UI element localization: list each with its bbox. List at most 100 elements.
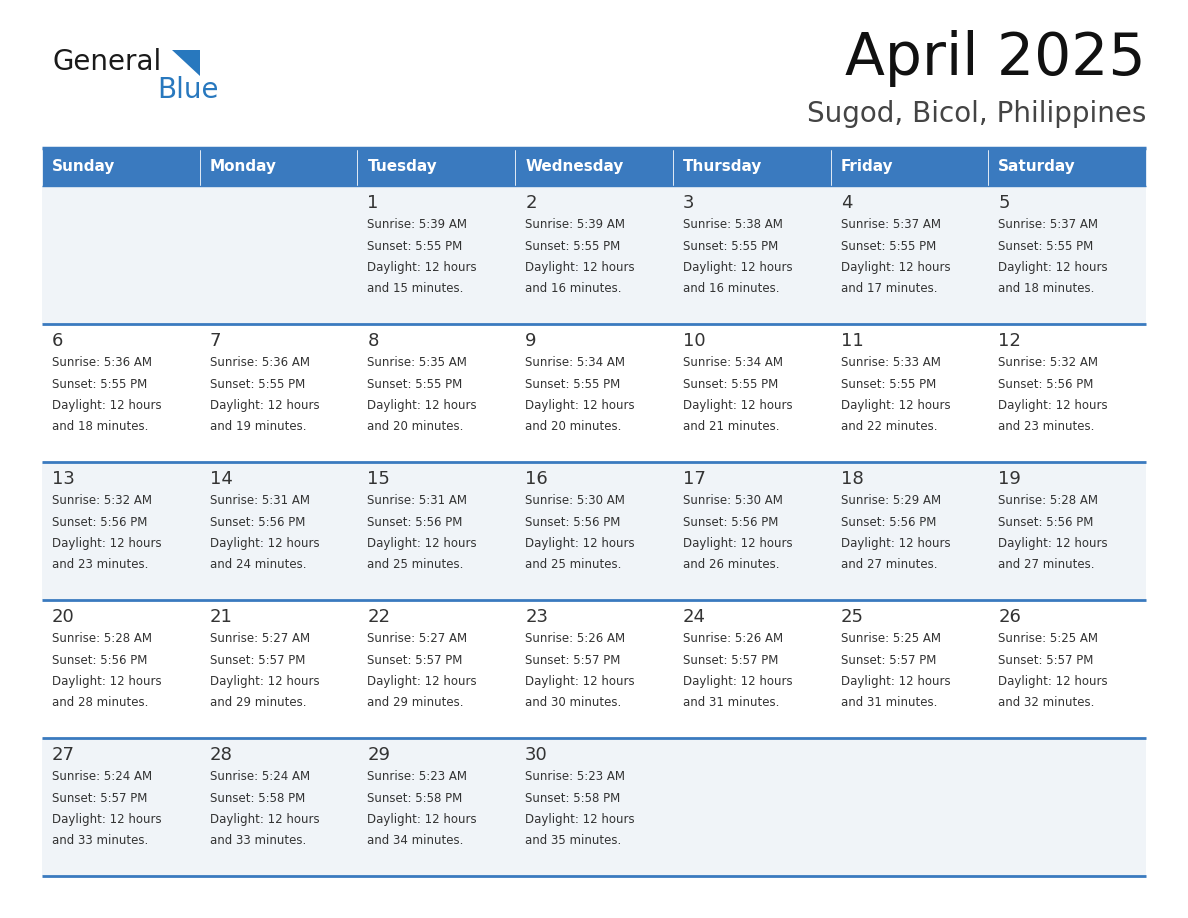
Text: 10: 10 — [683, 332, 706, 350]
Text: and 15 minutes.: and 15 minutes. — [367, 283, 463, 296]
Text: Sunset: 5:57 PM: Sunset: 5:57 PM — [52, 791, 147, 804]
Text: Daylight: 12 hours: Daylight: 12 hours — [210, 537, 320, 550]
Text: 7: 7 — [210, 332, 221, 350]
Text: Daylight: 12 hours: Daylight: 12 hours — [367, 675, 478, 688]
Text: 27: 27 — [52, 746, 75, 764]
Text: and 20 minutes.: and 20 minutes. — [367, 420, 463, 433]
Bar — [358, 148, 516, 186]
Text: Monday: Monday — [210, 160, 277, 174]
Bar — [830, 148, 988, 186]
Text: Daylight: 12 hours: Daylight: 12 hours — [998, 675, 1108, 688]
Text: Sunrise: 5:38 AM: Sunrise: 5:38 AM — [683, 218, 783, 231]
Text: Sunset: 5:56 PM: Sunset: 5:56 PM — [998, 516, 1094, 529]
Text: 25: 25 — [841, 608, 864, 626]
Text: 3: 3 — [683, 194, 694, 212]
Text: Sunset: 5:56 PM: Sunset: 5:56 PM — [998, 377, 1094, 390]
Text: 1: 1 — [367, 194, 379, 212]
Text: and 16 minutes.: and 16 minutes. — [525, 283, 621, 296]
Bar — [42, 324, 1146, 462]
Bar — [200, 148, 358, 186]
Bar — [42, 186, 1146, 324]
Text: Sunset: 5:56 PM: Sunset: 5:56 PM — [683, 516, 778, 529]
Text: Daylight: 12 hours: Daylight: 12 hours — [367, 399, 478, 412]
Text: Daylight: 12 hours: Daylight: 12 hours — [52, 537, 162, 550]
Text: and 31 minutes.: and 31 minutes. — [841, 697, 937, 710]
Text: Sunset: 5:57 PM: Sunset: 5:57 PM — [683, 654, 778, 666]
Text: Sunset: 5:56 PM: Sunset: 5:56 PM — [367, 516, 463, 529]
Text: Sunset: 5:58 PM: Sunset: 5:58 PM — [210, 791, 305, 804]
Bar — [42, 462, 1146, 600]
Text: Sunrise: 5:26 AM: Sunrise: 5:26 AM — [525, 632, 625, 645]
Text: Sunset: 5:58 PM: Sunset: 5:58 PM — [367, 791, 462, 804]
Text: and 20 minutes.: and 20 minutes. — [525, 420, 621, 433]
Text: Sunset: 5:57 PM: Sunset: 5:57 PM — [841, 654, 936, 666]
Text: Daylight: 12 hours: Daylight: 12 hours — [525, 813, 634, 826]
Text: and 25 minutes.: and 25 minutes. — [367, 558, 463, 572]
Text: Sunset: 5:57 PM: Sunset: 5:57 PM — [998, 654, 1094, 666]
Text: Sunrise: 5:37 AM: Sunrise: 5:37 AM — [998, 218, 1098, 231]
Text: Friday: Friday — [841, 160, 893, 174]
Text: Wednesday: Wednesday — [525, 160, 624, 174]
Text: Sunrise: 5:35 AM: Sunrise: 5:35 AM — [367, 356, 467, 369]
Text: Sunset: 5:55 PM: Sunset: 5:55 PM — [52, 377, 147, 390]
Text: 9: 9 — [525, 332, 537, 350]
Text: 19: 19 — [998, 470, 1022, 488]
Text: and 17 minutes.: and 17 minutes. — [841, 283, 937, 296]
Text: April 2025: April 2025 — [846, 30, 1146, 87]
Text: Daylight: 12 hours: Daylight: 12 hours — [683, 261, 792, 274]
Text: Sunrise: 5:23 AM: Sunrise: 5:23 AM — [525, 770, 625, 783]
Text: Daylight: 12 hours: Daylight: 12 hours — [367, 537, 478, 550]
Text: Sunrise: 5:25 AM: Sunrise: 5:25 AM — [998, 632, 1098, 645]
Text: Daylight: 12 hours: Daylight: 12 hours — [525, 537, 634, 550]
Text: and 24 minutes.: and 24 minutes. — [210, 558, 307, 572]
Text: Daylight: 12 hours: Daylight: 12 hours — [841, 537, 950, 550]
Text: Sunset: 5:56 PM: Sunset: 5:56 PM — [525, 516, 620, 529]
Text: Sunset: 5:55 PM: Sunset: 5:55 PM — [683, 240, 778, 252]
Text: 21: 21 — [210, 608, 233, 626]
Text: Sunset: 5:55 PM: Sunset: 5:55 PM — [998, 240, 1093, 252]
Text: 2: 2 — [525, 194, 537, 212]
Text: Daylight: 12 hours: Daylight: 12 hours — [52, 675, 162, 688]
Text: Sugod, Bicol, Philippines: Sugod, Bicol, Philippines — [807, 100, 1146, 128]
Text: Daylight: 12 hours: Daylight: 12 hours — [841, 261, 950, 274]
Text: and 33 minutes.: and 33 minutes. — [210, 834, 307, 847]
Text: Daylight: 12 hours: Daylight: 12 hours — [841, 675, 950, 688]
Text: Sunrise: 5:30 AM: Sunrise: 5:30 AM — [525, 494, 625, 507]
Text: and 34 minutes.: and 34 minutes. — [367, 834, 463, 847]
Text: 14: 14 — [210, 470, 233, 488]
Text: Sunset: 5:58 PM: Sunset: 5:58 PM — [525, 791, 620, 804]
Text: Thursday: Thursday — [683, 160, 763, 174]
Text: Daylight: 12 hours: Daylight: 12 hours — [998, 399, 1108, 412]
Text: and 32 minutes.: and 32 minutes. — [998, 697, 1094, 710]
Text: 17: 17 — [683, 470, 706, 488]
Text: Daylight: 12 hours: Daylight: 12 hours — [525, 399, 634, 412]
Bar — [988, 148, 1146, 186]
Text: Daylight: 12 hours: Daylight: 12 hours — [210, 813, 320, 826]
Text: and 33 minutes.: and 33 minutes. — [52, 834, 148, 847]
Text: Sunset: 5:57 PM: Sunset: 5:57 PM — [367, 654, 463, 666]
Text: and 19 minutes.: and 19 minutes. — [210, 420, 307, 433]
Text: Sunrise: 5:39 AM: Sunrise: 5:39 AM — [525, 218, 625, 231]
Text: and 21 minutes.: and 21 minutes. — [683, 420, 779, 433]
Text: and 26 minutes.: and 26 minutes. — [683, 558, 779, 572]
Text: 18: 18 — [841, 470, 864, 488]
Text: Sunrise: 5:32 AM: Sunrise: 5:32 AM — [998, 356, 1098, 369]
Text: Sunrise: 5:27 AM: Sunrise: 5:27 AM — [367, 632, 468, 645]
Text: 15: 15 — [367, 470, 391, 488]
Text: and 27 minutes.: and 27 minutes. — [841, 558, 937, 572]
Text: 13: 13 — [52, 470, 75, 488]
Text: 12: 12 — [998, 332, 1022, 350]
Text: Sunset: 5:57 PM: Sunset: 5:57 PM — [525, 654, 620, 666]
Text: 22: 22 — [367, 608, 391, 626]
Text: Daylight: 12 hours: Daylight: 12 hours — [998, 537, 1108, 550]
Text: Sunrise: 5:33 AM: Sunrise: 5:33 AM — [841, 356, 941, 369]
Text: Daylight: 12 hours: Daylight: 12 hours — [52, 813, 162, 826]
Text: and 29 minutes.: and 29 minutes. — [210, 697, 307, 710]
Text: 16: 16 — [525, 470, 548, 488]
Text: Sunrise: 5:36 AM: Sunrise: 5:36 AM — [52, 356, 152, 369]
Text: Daylight: 12 hours: Daylight: 12 hours — [52, 399, 162, 412]
Text: and 22 minutes.: and 22 minutes. — [841, 420, 937, 433]
Text: Daylight: 12 hours: Daylight: 12 hours — [367, 261, 478, 274]
Text: Sunset: 5:55 PM: Sunset: 5:55 PM — [525, 377, 620, 390]
Text: 4: 4 — [841, 194, 852, 212]
